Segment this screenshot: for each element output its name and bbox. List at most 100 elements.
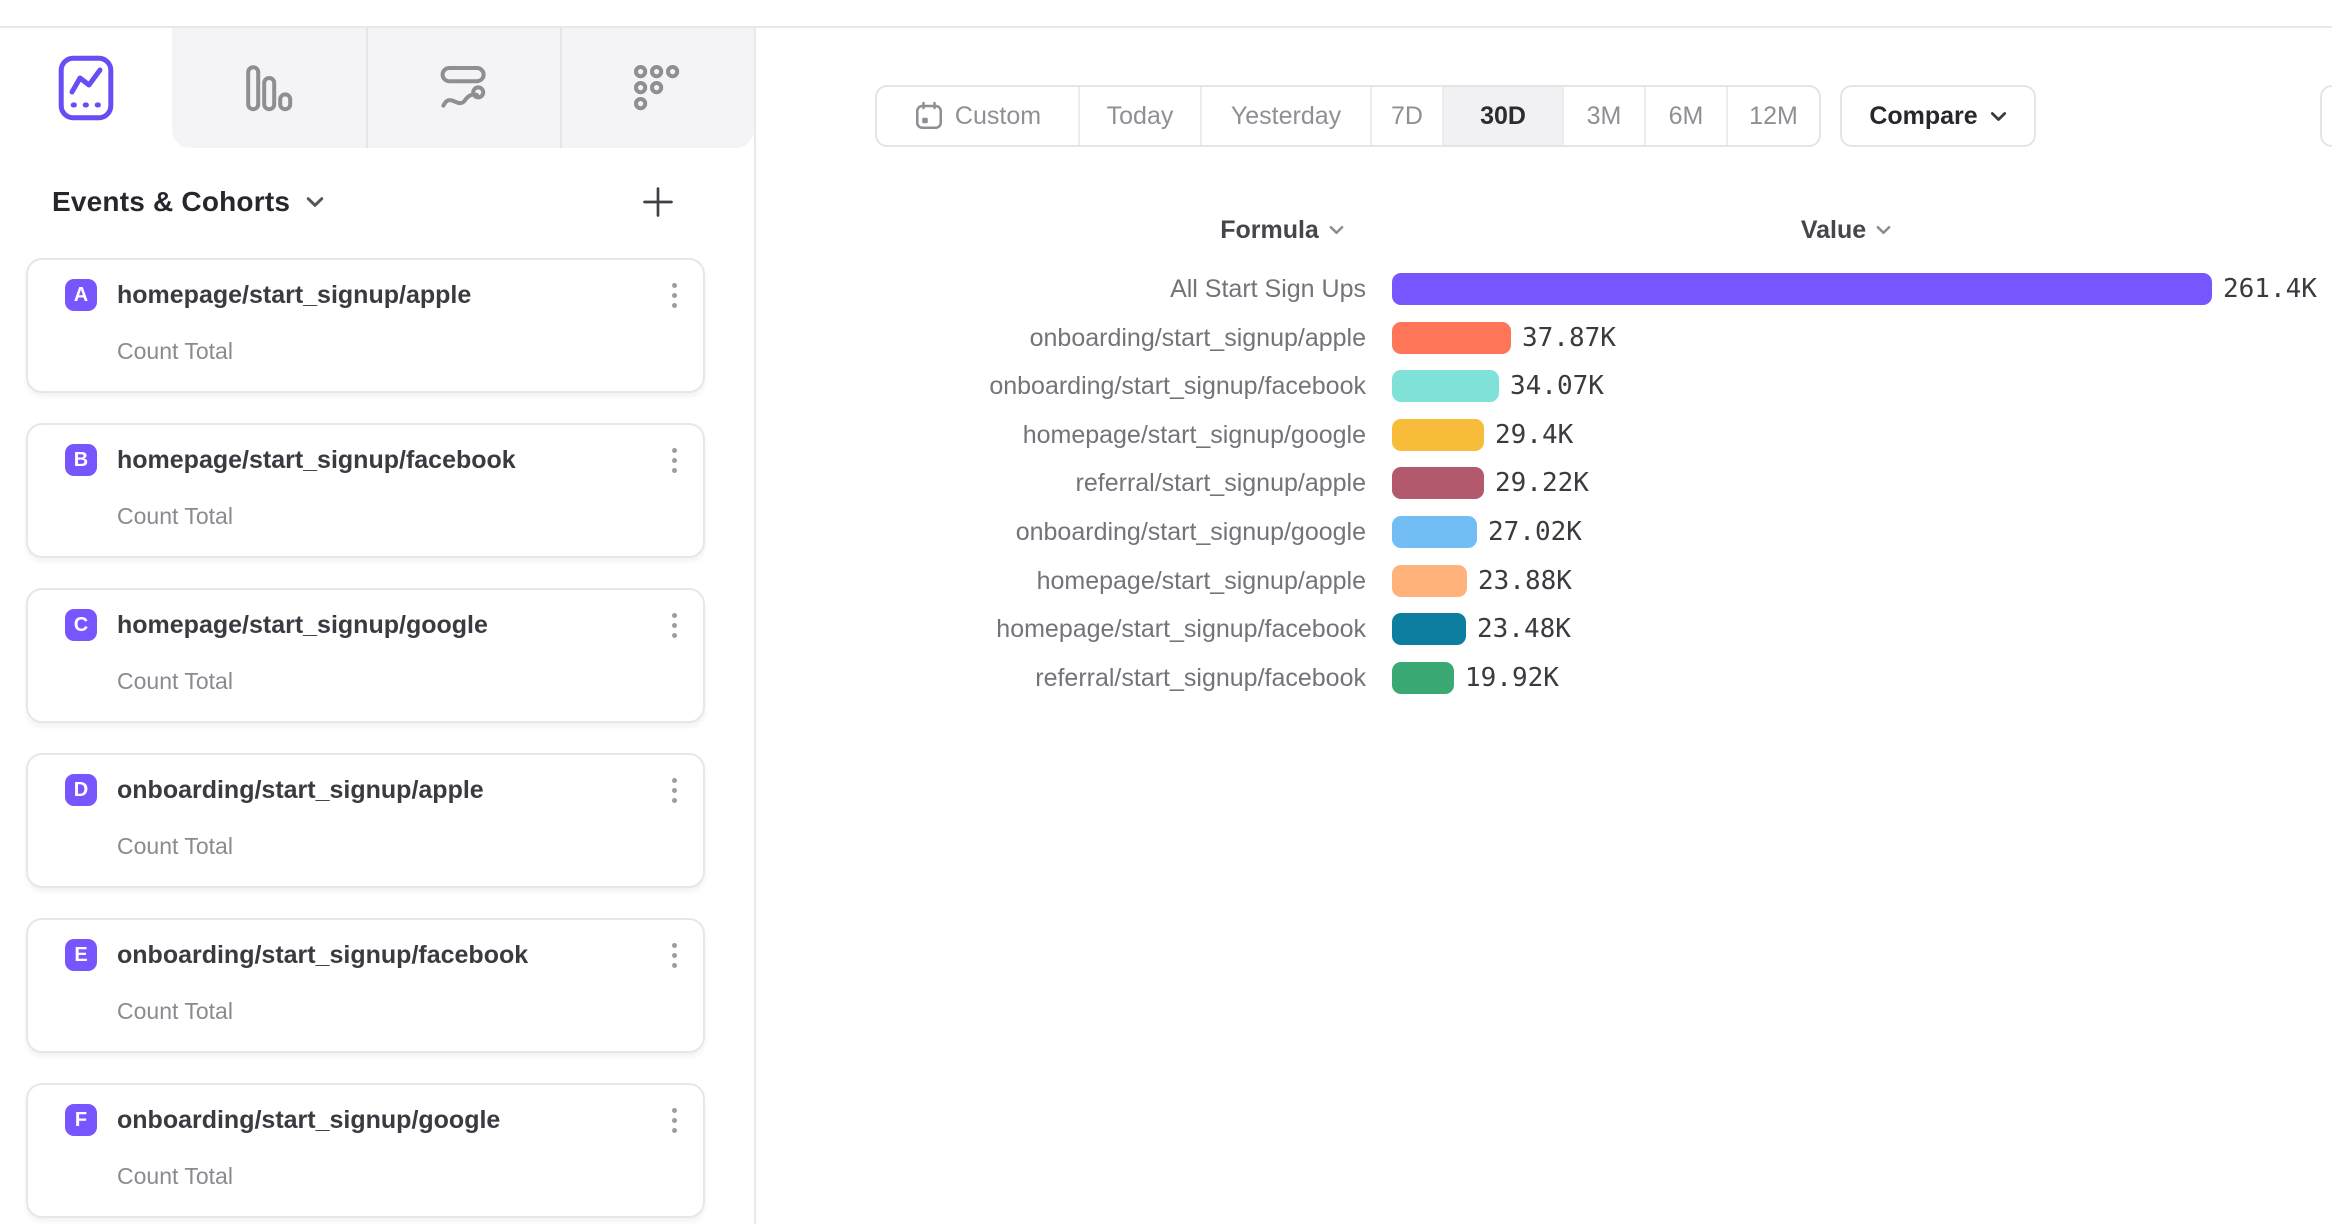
date-range-label: 30D: [1480, 101, 1526, 130]
events-cohorts-header[interactable]: Events & Cohorts: [52, 184, 324, 220]
bar-row-label: homepage/start_signup/google: [1022, 421, 1366, 449]
event-card[interactable]: D onboarding/start_signup/apple Count To…: [26, 753, 705, 888]
date-range-segment[interactable]: Yesterday: [1202, 87, 1372, 145]
value-bar[interactable]: [1392, 370, 1499, 402]
bar-row-label: referral/start_signup/apple: [1075, 469, 1366, 497]
event-name: onboarding/start_signup/apple: [117, 776, 484, 804]
event-letter-badge: B: [65, 444, 97, 476]
sidebar-divider: [754, 26, 756, 1224]
clipped-edge-button[interactable]: [2320, 85, 2332, 147]
bar-row-label: homepage/start_signup/apple: [1036, 567, 1366, 595]
compare-label: Compare: [1869, 101, 1978, 130]
formula-column-header[interactable]: Formula: [1132, 212, 1432, 248]
bar-chart-icon: [245, 64, 293, 112]
date-range-segment[interactable]: Today: [1080, 87, 1202, 145]
value-bar[interactable]: [1392, 419, 1484, 451]
calendar-icon: [914, 101, 944, 131]
bar-row-label: referral/start_signup/facebook: [1035, 664, 1366, 692]
bar-row-label: onboarding/start_signup/facebook: [989, 372, 1366, 400]
bar-row: homepage/start_signup/google 29.4K: [0, 419, 2332, 451]
bar-row-label: onboarding/start_signup/google: [1015, 518, 1366, 546]
date-range-label: 7D: [1391, 101, 1423, 130]
flows-icon: [439, 64, 487, 112]
bar-row: homepage/start_signup/apple 23.88K: [0, 565, 2332, 597]
event-options-button[interactable]: [660, 278, 688, 312]
event-letter-badge: E: [65, 939, 97, 971]
chevron-down-icon: [1990, 111, 2007, 122]
tab-retention[interactable]: [560, 28, 754, 148]
events-cohorts-title: Events & Cohorts: [52, 186, 291, 217]
event-card[interactable]: F onboarding/start_signup/google Count T…: [26, 1083, 705, 1218]
event-card[interactable]: B homepage/start_signup/facebook Count T…: [26, 423, 705, 558]
bar-value-label: 23.88K: [1478, 566, 1572, 596]
value-bar[interactable]: [1392, 662, 1454, 694]
event-card[interactable]: C homepage/start_signup/google Count Tot…: [26, 588, 705, 723]
value-bar[interactable]: [1392, 516, 1477, 548]
event-metric[interactable]: Count Total: [117, 1163, 233, 1189]
value-bar[interactable]: [1392, 273, 2212, 305]
value-bar[interactable]: [1392, 565, 1467, 597]
bar-value-label: 37.87K: [1522, 323, 1616, 353]
value-bar[interactable]: [1392, 467, 1484, 499]
event-letter-badge: D: [65, 774, 97, 806]
tab-flows[interactable]: [366, 28, 560, 148]
bar-row: onboarding/start_signup/google 27.02K: [0, 516, 2332, 548]
date-range-label: 6M: [1668, 101, 1704, 130]
chevron-down-icon: [1329, 225, 1344, 235]
bar-row: onboarding/start_signup/apple 37.87K: [0, 322, 2332, 354]
bar-value-label: 23.48K: [1477, 614, 1571, 644]
retention-dots-icon: [633, 64, 681, 112]
event-card[interactable]: A homepage/start_signup/apple Count Tota…: [26, 258, 705, 393]
chevron-down-icon: [306, 196, 324, 208]
event-letter-badge: A: [65, 279, 97, 311]
bar-row-label: onboarding/start_signup/apple: [1029, 324, 1366, 352]
date-range-label: 3M: [1586, 101, 1622, 130]
add-event-button[interactable]: [638, 182, 678, 222]
event-options-button[interactable]: [660, 1103, 688, 1137]
date-range-label: 12M: [1749, 101, 1798, 130]
tab-separator: [560, 28, 562, 148]
value-bar[interactable]: [1392, 322, 1511, 354]
compare-button[interactable]: Compare: [1840, 85, 2036, 147]
bar-value-label: 34.07K: [1510, 371, 1604, 401]
bar-row-label: homepage/start_signup/facebook: [996, 615, 1366, 643]
event-options-button[interactable]: [660, 773, 688, 807]
date-range-segment[interactable]: 30D: [1444, 87, 1564, 145]
event-metric[interactable]: Count Total: [117, 338, 233, 364]
date-range-control: Custom Today Yesterday 7D 30D 3M 6M 12M: [875, 85, 1821, 147]
event-options-button[interactable]: [660, 608, 688, 642]
event-metric[interactable]: Count Total: [117, 668, 233, 694]
bar-row-label: All Start Sign Ups: [1170, 275, 1366, 303]
date-range-segment[interactable]: 3M: [1564, 87, 1646, 145]
value-bar[interactable]: [1392, 613, 1466, 645]
tab-funnels[interactable]: [172, 28, 366, 148]
date-range-segment[interactable]: Custom: [877, 87, 1080, 145]
bar-row: All Start Sign Ups 261.4K: [0, 273, 2332, 305]
event-metric[interactable]: Count Total: [117, 503, 233, 529]
date-range-segment[interactable]: 6M: [1646, 87, 1728, 145]
bar-value-label: 19.92K: [1465, 663, 1559, 693]
tab-separator: [366, 28, 368, 148]
event-options-button[interactable]: [660, 938, 688, 972]
event-name: onboarding/start_signup/facebook: [117, 941, 529, 969]
date-range-label: Yesterday: [1230, 101, 1342, 130]
tab-insights[interactable]: [0, 28, 172, 148]
date-range-label: Custom: [954, 101, 1042, 130]
bar-value-label: 27.02K: [1488, 517, 1582, 547]
bar-value-label: 29.22K: [1495, 468, 1589, 498]
line-chart-icon: [58, 55, 114, 121]
event-card[interactable]: E onboarding/start_signup/facebook Count…: [26, 918, 705, 1053]
event-metric[interactable]: Count Total: [117, 998, 233, 1024]
event-options-button[interactable]: [660, 443, 688, 477]
value-column-header[interactable]: Value: [1696, 212, 1996, 248]
date-range-segment[interactable]: 7D: [1372, 87, 1444, 145]
event-name: homepage/start_signup/google: [117, 611, 488, 639]
bar-row: homepage/start_signup/facebook 23.48K: [0, 613, 2332, 645]
event-letter-badge: C: [65, 609, 97, 641]
chevron-down-icon: [1876, 225, 1891, 235]
event-name: homepage/start_signup/facebook: [117, 446, 516, 474]
date-range-segment[interactable]: 12M: [1728, 87, 1819, 145]
bar-row: onboarding/start_signup/facebook 34.07K: [0, 370, 2332, 402]
event-metric[interactable]: Count Total: [117, 833, 233, 859]
bar-value-label: 29.4K: [1495, 420, 1574, 450]
